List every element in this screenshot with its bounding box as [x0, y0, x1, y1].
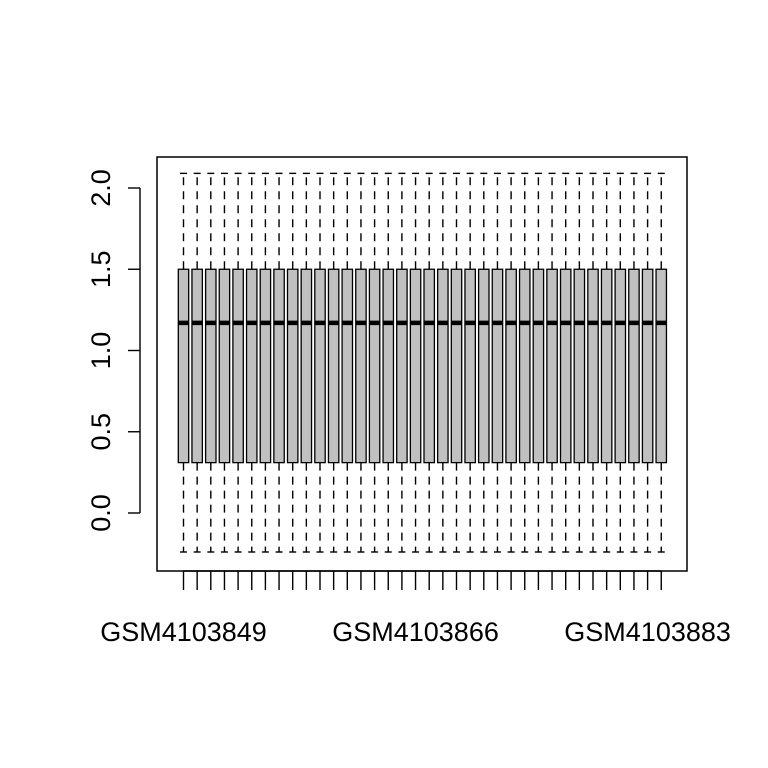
box-16: [382, 172, 395, 553]
box-4: [218, 172, 231, 553]
y-tick-label: 0.0: [86, 494, 116, 532]
box-body: [532, 268, 545, 464]
box-body: [423, 268, 436, 464]
y-tick-label: 1.0: [86, 332, 116, 370]
box-12: [327, 172, 340, 553]
box-35: [641, 172, 654, 553]
box-36: [655, 172, 668, 553]
box-24: [491, 172, 504, 553]
box-body: [300, 268, 313, 464]
y-tick-label: 0.5: [86, 413, 116, 451]
box-14: [355, 172, 367, 553]
box-29: [559, 172, 572, 553]
box-22: [464, 172, 477, 553]
box-body: [655, 268, 668, 464]
box-body: [191, 268, 203, 464]
box-2: [191, 172, 203, 553]
box-6: [245, 172, 258, 553]
x-tick-label: GSM4103849: [100, 617, 267, 647]
box-25: [505, 172, 517, 553]
box-body: [518, 268, 531, 464]
x-tick-label: GSM4103866: [332, 617, 499, 647]
box-body: [245, 268, 258, 464]
box-body: [273, 268, 285, 464]
box-26: [518, 172, 531, 553]
y-axis: 0.0 0.5 1.0 1.5 2.0: [86, 169, 141, 532]
box-11: [314, 172, 326, 553]
box-31: [587, 172, 599, 553]
box-34: [628, 172, 640, 553]
box-body: [559, 268, 572, 464]
box-body: [628, 268, 640, 464]
box-8: [273, 172, 285, 553]
box-9: [286, 172, 299, 553]
box-body: [259, 268, 272, 464]
box-32: [600, 172, 613, 553]
box-21: [450, 172, 463, 553]
y-tick-label: 1.5: [86, 250, 116, 288]
box-body: [641, 268, 654, 464]
box-body: [614, 268, 627, 464]
box-10: [300, 172, 313, 553]
box-body: [505, 268, 517, 464]
box-20: [436, 172, 449, 553]
box-5: [232, 172, 244, 553]
box-body: [286, 268, 299, 464]
box-body: [600, 268, 613, 464]
box-body: [436, 268, 449, 464]
box-body: [341, 268, 354, 464]
box-body: [587, 268, 599, 464]
box-7: [259, 172, 272, 553]
box-17: [396, 172, 408, 553]
y-tick-label: 2.0: [86, 169, 116, 207]
box-3: [204, 172, 217, 553]
box-body: [546, 268, 558, 464]
box-body: [177, 268, 190, 464]
x-tick-label: GSM4103883: [564, 617, 731, 647]
box-19: [423, 172, 436, 553]
box-body: [382, 268, 395, 464]
box-body: [396, 268, 408, 464]
box-body: [477, 268, 490, 464]
box-body: [355, 268, 367, 464]
box-body: [314, 268, 326, 464]
box-body: [327, 268, 340, 464]
box-27: [532, 172, 545, 553]
plot-layer: [177, 172, 668, 553]
box-body: [204, 268, 217, 464]
x-axis: GSM4103849 GSM4103866 GSM4103883: [100, 570, 731, 647]
box-13: [341, 172, 354, 553]
box-1: [177, 172, 190, 553]
box-body: [450, 268, 463, 464]
box-body: [218, 268, 231, 464]
box-body: [491, 268, 504, 464]
box-28: [546, 172, 558, 553]
box-15: [368, 172, 381, 553]
box-30: [573, 172, 586, 553]
box-body: [232, 268, 244, 464]
box-23: [477, 172, 490, 553]
box-33: [614, 172, 627, 553]
box-18: [409, 172, 422, 553]
box-body: [409, 268, 422, 464]
box-body: [368, 268, 381, 464]
box-body: [464, 268, 477, 464]
box-body: [573, 268, 586, 464]
